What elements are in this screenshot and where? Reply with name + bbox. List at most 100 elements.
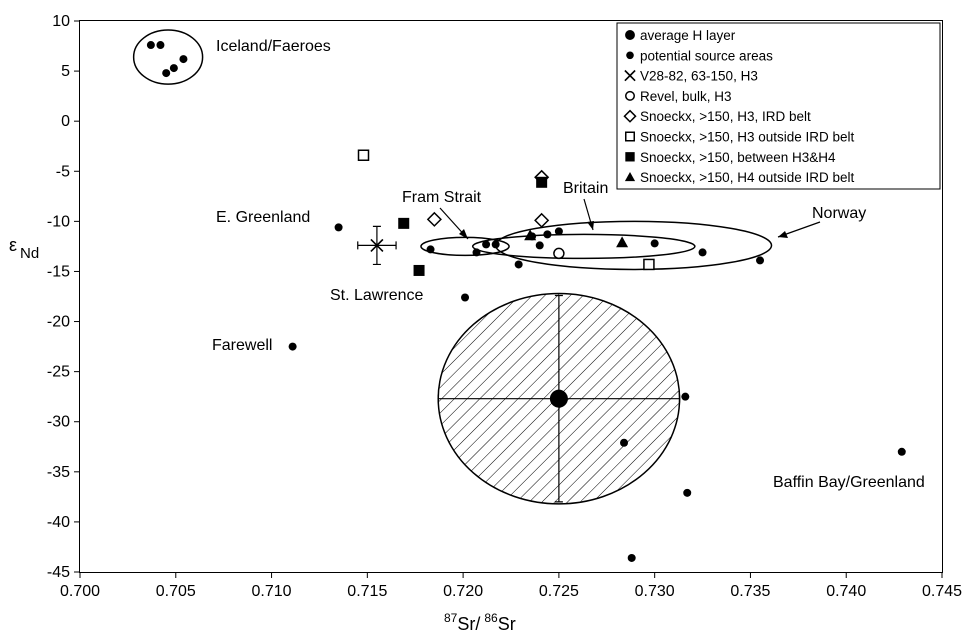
britain-arrowhead [587,221,594,230]
x-tick-label: 0.710 [252,583,292,600]
data-point [482,240,491,249]
y-axis-label-epsilon: ε [9,235,17,255]
data-point [357,149,370,161]
y-tick-label: -45 [47,564,70,581]
x-tick-label: 0.715 [347,583,387,600]
region-label-fram-strait: Fram Strait [402,189,482,206]
y-tick-label: -15 [47,263,70,280]
data-point [524,229,537,241]
data-point [616,236,629,248]
ellipse-iceland-faeroes [132,29,204,85]
data-point [534,212,550,228]
data-point [549,389,568,408]
y-tick-label: -10 [47,213,70,230]
legend-item-snoeckx-150-h3-outside-ird-belt: Snoeckx, >150, H3 outside IRD belt [625,130,854,145]
legend-box [616,22,941,190]
data-point [683,488,692,497]
legend-item-snoeckx-150-h3-ird-belt: Snoeckx, >150, H3, IRD belt [623,109,811,124]
legend-marker [625,131,635,142]
data-point [897,447,906,456]
y-tick-label: -40 [47,514,70,531]
data-point [288,342,297,351]
y-tick-label: -25 [47,364,70,381]
series-snoeckx-150-h4-outside-ird-belt [524,229,629,248]
region-label-iceland-faeroes: Iceland/Faeroes [216,38,331,55]
data-point [334,223,343,232]
legend-item-snoeckx-150-h4-outside-ird-belt: Snoeckx, >150, H4 outside IRD belt [624,170,854,185]
y-tick-label: 10 [52,13,70,30]
y-tick-label: -30 [47,414,70,431]
region-ellipses [132,29,773,271]
data-point [426,211,442,227]
data-point [472,248,481,257]
legend-label: average H layer [640,28,736,43]
data-point [162,69,171,78]
y-tick-label: 0 [61,113,70,130]
region-label-e-greenland: E. Greenland [216,209,310,226]
legend-item-potential-source-areas: potential source areas [626,48,773,63]
fram-strait-arrowhead [459,229,468,239]
region-label-st-lawrence: St. Lawrence [330,287,423,304]
legend-marker [623,109,637,123]
x-tick-label: 0.720 [443,583,483,600]
data-point [514,260,523,269]
data-point [535,241,544,250]
data-point [681,392,690,401]
series-snoeckx-150-h3-outside-ird-belt [357,149,655,271]
data-point [620,438,629,447]
legend-marker [624,69,636,82]
region-label-farewell: Farewell [212,337,272,354]
legend-label: potential source areas [640,48,773,63]
data-markers [146,41,906,562]
data-point [179,55,188,64]
legend-item-v28-82-63-150-h3: V28-82, 63-150, H3 [624,69,758,84]
legend-marker [625,30,635,40]
series-snoeckx-150-between-h3-h4 [398,176,548,276]
data-point [627,553,636,562]
data-point [413,264,425,276]
x-axis-label-main2: Sr [498,614,516,634]
x-tick-label: 0.735 [730,583,770,600]
x-tick-label: 0.730 [635,583,675,600]
legend-label: Snoeckx, >150, H3 outside IRD belt [640,130,854,145]
data-point [491,240,500,249]
legend-item-revel-bulk-h3: Revel, bulk, H3 [625,89,732,104]
legend-marker [625,152,635,162]
x-tick-label: 0.700 [60,583,100,600]
legend-label: Snoeckx, >150, H3, IRD belt [640,109,811,124]
data-point [553,247,565,260]
region-label-britain: Britain [563,180,608,197]
y-axis-label: ε Nd [9,235,39,262]
data-point [543,230,552,239]
x-axis-label-sup2: 86 [484,611,498,625]
legend-marker [625,90,635,101]
data-point [698,248,707,257]
data-point [370,238,384,252]
data-point [426,245,435,254]
legend-label: Snoeckx, >150, between H3&H4 [640,150,836,165]
data-point [536,176,548,188]
region-label-norway: Norway [812,205,866,222]
data-point [169,64,178,73]
series-average-h-layer [437,292,681,505]
y-axis-label-subscript: Nd [20,245,39,262]
legend-label: Revel, bulk, H3 [640,89,732,104]
data-point [756,256,765,265]
series-revel-bulk-h3 [553,247,565,260]
x-tick-label: 0.745 [922,583,962,600]
y-tick-label: -20 [47,314,70,331]
legend-marker [626,51,634,60]
legend-item-snoeckx-150-between-h3-h4: Snoeckx, >150, between H3&H4 [625,150,836,165]
x-tick-label: 0.705 [156,583,196,600]
x-tick-label: 0.740 [826,583,866,600]
legend-label: Snoeckx, >150, H4 outside IRD belt [640,170,854,185]
y-tick-label: -5 [56,163,70,180]
legend-item-average-h-layer: average H layer [625,28,736,43]
legend-items: average H layer potential source areas V28… [623,28,854,185]
legend-label: V28-82, 63-150, H3 [640,69,758,84]
data-point [554,227,563,236]
ellipse-britain [471,233,696,260]
x-axis-label-main1: Sr/ [457,614,480,634]
norway-arrowhead [778,231,788,238]
